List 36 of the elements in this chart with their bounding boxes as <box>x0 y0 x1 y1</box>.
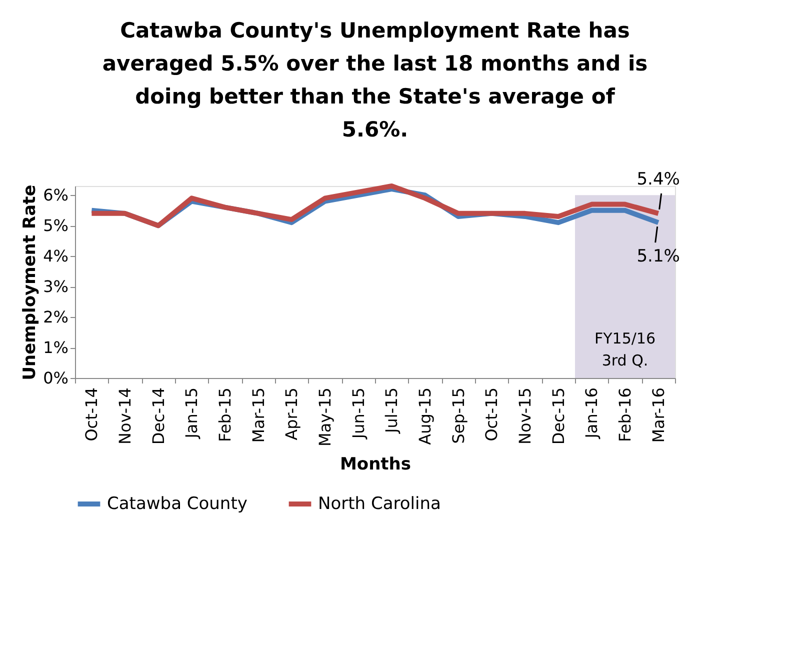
x-tick-label: Dec-15 <box>548 388 568 445</box>
text: Catawba County's Unemployment Rate has <box>120 18 630 42</box>
x-tick-label: Oct-14 <box>82 388 102 442</box>
y-tick-label: 6% <box>43 186 68 205</box>
x-tick-label: Jan-16 <box>582 388 602 440</box>
text: averaged 5.5% over the last 18 months and is <box>102 51 648 76</box>
x-tick-label: Nov-15 <box>516 388 534 444</box>
band-label: FY15/16 3rd Q. <box>594 329 656 370</box>
x-tick-label: Aug-15 <box>416 388 434 445</box>
x-tick-label: Dec-14 <box>148 388 168 445</box>
y-tick-label: 4% <box>43 246 68 266</box>
y-tick-label: 5% <box>43 216 68 236</box>
x-tick-label: Oct-15 <box>482 388 502 442</box>
x-axis-title: Months <box>340 454 412 474</box>
x-tick-label: May-15 <box>316 388 334 446</box>
y-axis-title: Unemployment Rate <box>20 184 40 380</box>
x-tick-label: Nov-14 <box>116 388 134 444</box>
legend-label: Catawba County <box>107 494 248 514</box>
y-tick-label: 3% <box>43 277 68 296</box>
x-tick-label: Mar-16 <box>648 388 668 443</box>
x-tick-label: Jun-15 <box>348 388 368 440</box>
x-tick-label: Sep-15 <box>448 388 468 444</box>
x-tick-label: Jul-15 <box>382 388 402 434</box>
text: 5.6%. <box>342 117 408 142</box>
y-tick-label: 0% <box>43 368 68 388</box>
x-tick-label: Jan-15 <box>182 388 202 440</box>
y-tick-label: 1% <box>43 338 68 358</box>
x-tick-label: Apr-15 <box>282 388 302 440</box>
annotation: 5.4% <box>636 169 680 190</box>
x-tick-label: Mar-15 <box>248 388 268 443</box>
legend-label: North Carolina <box>318 494 441 514</box>
annotation: 5.1% <box>636 246 680 267</box>
y-tick-label: 2% <box>43 308 68 327</box>
x-tick-label: Feb-15 <box>216 388 234 442</box>
x-tick-label: Feb-16 <box>616 388 634 442</box>
text: doing better than the State's average of <box>135 84 615 108</box>
